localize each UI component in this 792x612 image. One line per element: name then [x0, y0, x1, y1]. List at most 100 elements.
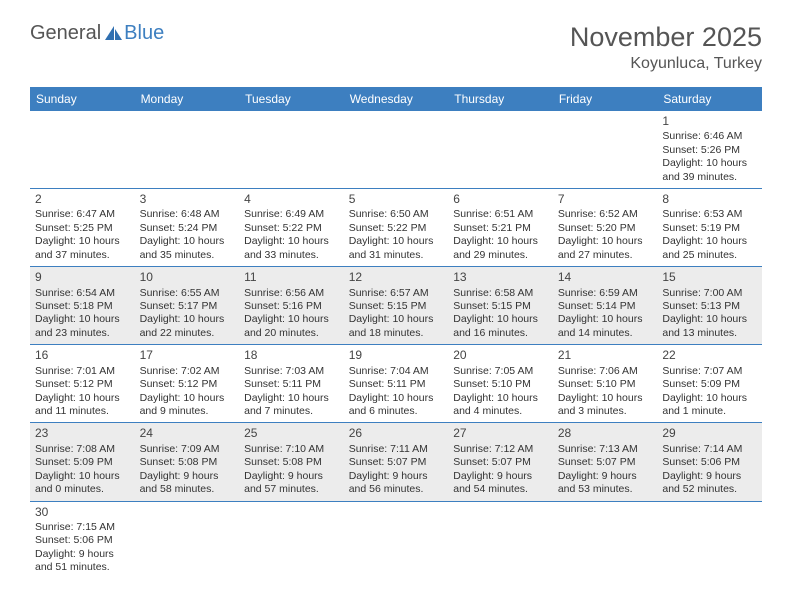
sunrise-text: Sunrise: 6:49 AM	[244, 208, 339, 221]
day-header: Wednesday	[344, 87, 449, 111]
day-number: 29	[662, 426, 757, 441]
daylight-text: and 4 minutes.	[453, 405, 548, 418]
calendar-cell: 14 Sunrise: 6:59 AMSunset: 5:14 PMDayligh…	[553, 267, 658, 345]
calendar-row: 23Sunrise: 7:08 AMSunset: 5:09 PMDayligh…	[30, 423, 762, 501]
daylight-text: Daylight: 10 hours	[35, 392, 130, 405]
sunrise-text: Sunrise: 7:06 AM	[558, 365, 653, 378]
daylight-text: and 56 minutes.	[349, 483, 444, 496]
daylight-text: and 14 minutes.	[558, 327, 653, 340]
daylight-text: Daylight: 10 hours	[558, 313, 653, 326]
calendar-cell	[239, 111, 344, 189]
day-number: 2	[35, 192, 130, 207]
daylight-text: and 52 minutes.	[662, 483, 757, 496]
day-number: 5	[349, 192, 444, 207]
calendar-cell: 10Sunrise: 6:55 AMSunset: 5:17 PMDayligh…	[135, 267, 240, 345]
day-number: 9	[35, 270, 130, 285]
sunrise-text: Sunrise: 6:46 AM	[662, 130, 757, 143]
day-number: 6	[453, 192, 548, 207]
calendar-cell: 3Sunrise: 6:48 AMSunset: 5:24 PMDaylight…	[135, 189, 240, 267]
sunset-text: Sunset: 5:12 PM	[35, 378, 130, 391]
sunrise-text: Sunrise: 6:53 AM	[662, 208, 757, 221]
day-number: 12	[349, 270, 444, 285]
day-number: 26	[349, 426, 444, 441]
calendar-cell	[553, 501, 658, 579]
day-number: 20	[453, 348, 548, 363]
sunset-text: Sunset: 5:26 PM	[662, 144, 757, 157]
daylight-text: Daylight: 9 hours	[349, 470, 444, 483]
calendar-cell: 18Sunrise: 7:03 AMSunset: 5:11 PMDayligh…	[239, 345, 344, 423]
daylight-text: Daylight: 9 hours	[244, 470, 339, 483]
location: Koyunluca, Turkey	[570, 55, 762, 73]
sunset-text: Sunset: 5:13 PM	[662, 300, 757, 313]
calendar-cell: 6Sunrise: 6:51 AMSunset: 5:21 PMDaylight…	[448, 189, 553, 267]
daylight-text: Daylight: 10 hours	[35, 313, 130, 326]
calendar-body: 1Sunrise: 6:46 AMSunset: 5:26 PMDaylight…	[30, 111, 762, 579]
sunrise-text: Sunrise: 7:07 AM	[662, 365, 757, 378]
daylight-text: Daylight: 10 hours	[35, 235, 130, 248]
day-number: 28	[558, 426, 653, 441]
daylight-text: and 23 minutes.	[35, 327, 130, 340]
header: General Blue November 2025 Koyunluca, Tu…	[30, 22, 762, 73]
day-number: 11	[244, 270, 339, 285]
sunset-text: Sunset: 5:10 PM	[453, 378, 548, 391]
daylight-text: and 27 minutes.	[558, 249, 653, 262]
day-header: Monday	[135, 87, 240, 111]
daylight-text: Daylight: 9 hours	[662, 470, 757, 483]
sunrise-text: Sunrise: 7:02 AM	[140, 365, 235, 378]
sunrise-text: Sunrise: 7:14 AM	[662, 443, 757, 456]
daylight-text: and 20 minutes.	[244, 327, 339, 340]
day-number: 8	[662, 192, 757, 207]
daylight-text: and 33 minutes.	[244, 249, 339, 262]
day-header: Tuesday	[239, 87, 344, 111]
calendar-table: Sunday Monday Tuesday Wednesday Thursday…	[30, 87, 762, 579]
daylight-text: and 7 minutes.	[244, 405, 339, 418]
sunrise-text: Sunrise: 6:54 AM	[35, 287, 130, 300]
calendar-cell: 25Sunrise: 7:10 AMSunset: 5:08 PMDayligh…	[239, 423, 344, 501]
daylight-text: and 35 minutes.	[140, 249, 235, 262]
sunset-text: Sunset: 5:19 PM	[662, 222, 757, 235]
calendar-cell: 22Sunrise: 7:07 AMSunset: 5:09 PMDayligh…	[657, 345, 762, 423]
daylight-text: Daylight: 10 hours	[558, 235, 653, 248]
day-number: 14	[558, 270, 653, 285]
day-number: 16	[35, 348, 130, 363]
daylight-text: Daylight: 10 hours	[558, 392, 653, 405]
calendar-cell: 28Sunrise: 7:13 AMSunset: 5:07 PMDayligh…	[553, 423, 658, 501]
sunrise-text: Sunrise: 7:05 AM	[453, 365, 548, 378]
sunset-text: Sunset: 5:07 PM	[453, 456, 548, 469]
sunrise-text: Sunrise: 6:58 AM	[453, 287, 548, 300]
sunset-text: Sunset: 5:22 PM	[244, 222, 339, 235]
calendar-cell: 29Sunrise: 7:14 AMSunset: 5:06 PMDayligh…	[657, 423, 762, 501]
day-number: 4	[244, 192, 339, 207]
sunset-text: Sunset: 5:25 PM	[35, 222, 130, 235]
calendar-cell	[344, 501, 449, 579]
sunrise-text: Sunrise: 6:55 AM	[140, 287, 235, 300]
sunset-text: Sunset: 5:14 PM	[558, 300, 653, 313]
daylight-text: Daylight: 9 hours	[140, 470, 235, 483]
daylight-text: and 54 minutes.	[453, 483, 548, 496]
calendar-cell	[239, 501, 344, 579]
calendar-cell: 2Sunrise: 6:47 AMSunset: 5:25 PMDaylight…	[30, 189, 135, 267]
sunrise-text: Sunrise: 7:08 AM	[35, 443, 130, 456]
calendar-cell: 24Sunrise: 7:09 AMSunset: 5:08 PMDayligh…	[135, 423, 240, 501]
logo-text-blue: Blue	[124, 22, 164, 45]
sunset-text: Sunset: 5:09 PM	[662, 378, 757, 391]
daylight-text: Daylight: 9 hours	[35, 548, 130, 561]
calendar-cell	[448, 501, 553, 579]
sunrise-text: Sunrise: 7:12 AM	[453, 443, 548, 456]
calendar-cell: 13Sunrise: 6:58 AMSunset: 5:15 PMDayligh…	[448, 267, 553, 345]
sunrise-text: Sunrise: 7:01 AM	[35, 365, 130, 378]
sunset-text: Sunset: 5:21 PM	[453, 222, 548, 235]
calendar-cell: 23Sunrise: 7:08 AMSunset: 5:09 PMDayligh…	[30, 423, 135, 501]
day-number: 7	[558, 192, 653, 207]
sunrise-text: Sunrise: 6:59 AM	[558, 287, 653, 300]
day-number: 24	[140, 426, 235, 441]
sunrise-text: Sunrise: 6:48 AM	[140, 208, 235, 221]
day-header: Sunday	[30, 87, 135, 111]
daylight-text: Daylight: 10 hours	[453, 313, 548, 326]
day-number: 19	[349, 348, 444, 363]
daylight-text: and 18 minutes.	[349, 327, 444, 340]
daylight-text: Daylight: 9 hours	[453, 470, 548, 483]
day-number: 18	[244, 348, 339, 363]
calendar-row: 9Sunrise: 6:54 AMSunset: 5:18 PMDaylight…	[30, 267, 762, 345]
logo: General Blue	[30, 22, 164, 45]
